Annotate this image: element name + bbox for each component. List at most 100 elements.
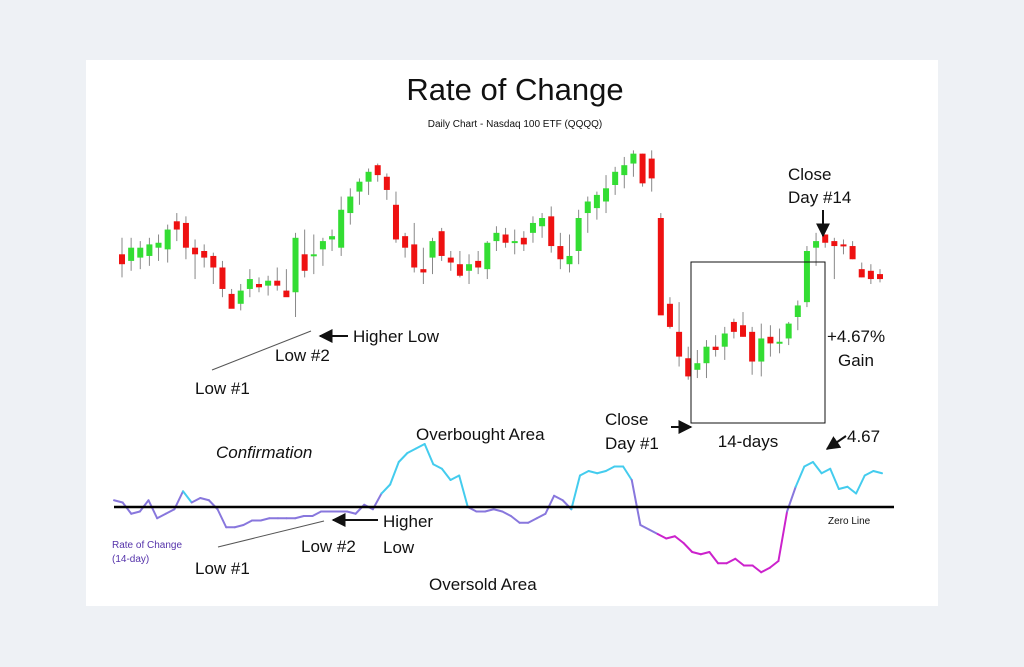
roc-low2-label: Low #2 <box>301 537 356 556</box>
candle <box>374 163 381 182</box>
candle <box>630 150 637 177</box>
candle <box>767 325 774 357</box>
candle-body-down <box>840 244 847 247</box>
candle-body-down <box>858 269 865 278</box>
candle-body-up <box>265 280 272 286</box>
candle <box>657 213 664 316</box>
chart-title: Rate of Change <box>406 72 623 107</box>
candle-body-down <box>648 158 655 179</box>
roc-axis-label-line2: (14-day) <box>112 554 149 565</box>
candle <box>219 260 226 298</box>
candle-body-down <box>767 336 774 344</box>
candle-body-up <box>584 201 591 214</box>
roc-line-segment <box>397 452 409 463</box>
candle <box>255 277 262 293</box>
candle <box>730 318 737 339</box>
candle-body-up <box>758 338 765 362</box>
roc-line-segment <box>156 512 167 520</box>
candle-body-up <box>338 209 345 248</box>
oversold-label: Oversold Area <box>429 575 537 594</box>
roc-line-segment <box>113 499 124 504</box>
candle <box>831 237 838 280</box>
candle-body-down <box>475 260 482 268</box>
candle <box>621 156 628 189</box>
roc-line-segment <box>863 470 875 477</box>
roc-line-segment <box>682 542 694 553</box>
candle-body-down <box>877 274 883 280</box>
roc-series <box>113 443 883 574</box>
candle <box>155 234 162 261</box>
roc-line-segment <box>803 461 814 468</box>
candle-body-down <box>228 293 235 309</box>
candle <box>210 252 217 284</box>
roc-line-segment <box>190 497 202 504</box>
roc-line-segment <box>182 490 193 504</box>
candle-body-up <box>529 222 536 233</box>
candle-body-up <box>612 171 619 185</box>
low2-label: Low #2 <box>275 346 330 365</box>
candle-body-up <box>630 153 637 164</box>
roc-axis-label-line1: Rate of Change <box>112 540 182 551</box>
candle <box>776 328 783 354</box>
candle-body-down <box>749 331 756 362</box>
candle <box>420 247 427 284</box>
candle <box>265 275 272 296</box>
roc-line-segment <box>811 461 823 475</box>
candle <box>365 168 372 195</box>
candle-body-down <box>173 221 180 230</box>
roc-line-segment <box>794 465 806 488</box>
close-day14-label-line2: Day #14 <box>788 188 851 207</box>
low1-label: Low #1 <box>195 379 250 398</box>
roc-line-segment <box>596 470 607 475</box>
candle <box>411 222 418 273</box>
fourteen-day-box <box>690 261 826 424</box>
roc-line-segment <box>311 510 323 517</box>
candle-body-up <box>128 247 135 261</box>
zero-line-label: Zero Line <box>828 516 871 527</box>
candle <box>575 209 582 265</box>
candle <box>520 231 527 251</box>
candle <box>237 284 244 311</box>
candle-body-up <box>493 232 500 242</box>
candle <box>694 350 701 379</box>
candle <box>192 239 199 280</box>
candle <box>548 206 555 253</box>
roc-line-segment <box>648 528 659 535</box>
candle-body-up <box>575 218 582 251</box>
roc-line-segment <box>570 474 581 511</box>
candle-body-up <box>484 242 491 270</box>
candle <box>539 213 546 238</box>
close-day1-label-line1: Close <box>605 410 648 429</box>
roc-line-segment <box>587 470 599 475</box>
roc-low-label: Low <box>383 538 415 557</box>
candle <box>356 178 363 205</box>
roc-line-segment <box>639 524 651 531</box>
roc-line-segment <box>846 485 858 495</box>
roc-line-segment <box>432 463 443 470</box>
price-trendline <box>211 330 312 371</box>
candle <box>228 288 235 309</box>
roc-line-segment <box>760 566 771 574</box>
candle-body-down <box>548 216 555 247</box>
candle-body-down <box>192 247 199 255</box>
candle <box>301 229 308 278</box>
candle <box>502 227 509 248</box>
candle-body-down <box>411 244 418 268</box>
roc-line-segment <box>673 535 685 544</box>
candle <box>338 196 345 256</box>
roc-line-segment <box>622 465 633 481</box>
candle-body-down <box>438 231 445 256</box>
fourteen-days-label: 14-days <box>718 432 778 451</box>
candle-body-up <box>155 242 162 248</box>
roc-line-segment <box>544 494 556 515</box>
candle-body-down <box>520 237 527 245</box>
roc-line-segment <box>829 467 840 490</box>
candle <box>137 241 144 270</box>
roc-line-segment <box>509 515 521 524</box>
candle-body-down <box>666 303 673 327</box>
higher-low-label: Higher Low <box>353 327 440 346</box>
candle <box>164 224 171 263</box>
candle <box>283 269 290 298</box>
candle-body-up <box>511 241 518 244</box>
candle <box>794 300 801 331</box>
